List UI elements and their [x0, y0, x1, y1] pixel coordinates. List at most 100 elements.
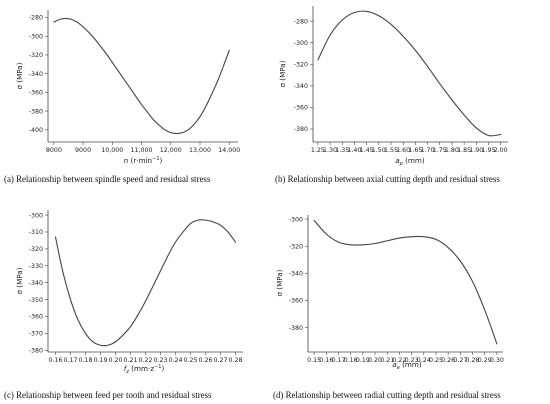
x-tick-label: 0.24: [417, 357, 431, 364]
panel-caption: (b) Relationship between axial cutting d…: [275, 174, 500, 184]
x-tick-label: 0.26: [441, 357, 455, 364]
x-tick-label: 0.19: [93, 357, 107, 364]
series-line-1: [54, 219, 237, 347]
x-tick-label: 1.45: [360, 147, 374, 154]
x-tick-label: 8000: [46, 147, 62, 154]
x-tick-label: 0.16: [48, 357, 62, 364]
y-tick-label: -380: [29, 108, 43, 115]
x-tick-label: 11,000: [131, 147, 153, 154]
series-line-1: [317, 10, 502, 137]
x-tick-label: 0.22: [392, 357, 406, 364]
series-line-1: [53, 17, 230, 135]
y-tick-label: -350: [29, 297, 43, 304]
y-tick-label: -360: [294, 105, 308, 112]
x-tick-label: 1.90: [469, 147, 483, 154]
y-axis-label: σ (MPa): [275, 269, 284, 296]
x-axis-label: n (r·min−1): [124, 156, 163, 165]
x-tick-label: 1.60: [396, 147, 410, 154]
y-tick-label: -320: [29, 52, 43, 59]
x-tick-label: 0.22: [138, 357, 152, 364]
x-tick-label: 0.29: [478, 357, 492, 364]
x-tick-label: 1.35: [335, 147, 349, 154]
x-tick-label: 14,000: [218, 147, 240, 154]
x-tick-label: 1.80: [445, 147, 459, 154]
x-tick-label: 0.18: [344, 357, 358, 364]
x-tick-label: 0.25: [183, 357, 197, 364]
x-tick-label: 1.95: [481, 147, 495, 154]
x-tick-label: 9000: [75, 147, 91, 154]
x-tick-label: 0.20: [108, 357, 122, 364]
x-tick-label: 10,000: [101, 147, 123, 154]
y-tick-label: -340: [294, 83, 308, 90]
x-tick-label: 0.17: [331, 357, 345, 364]
y-tick-label: -360: [289, 298, 303, 305]
y-tick-label: -300: [29, 33, 43, 40]
y-tick-label: -400: [29, 127, 43, 134]
x-tick-label: 12,000: [160, 147, 182, 154]
y-tick-label: -320: [289, 243, 303, 250]
y-tick-label: -320: [294, 61, 308, 68]
chart-panel-3: 0.16 0.17 0.18 0.19 0.20 0.21 0.22 0.23 0.24 0.25…: [4, 210, 243, 400]
x-tick-label: 1.70: [421, 147, 435, 154]
x-tick-label: 1.30: [323, 147, 337, 154]
x-tick-label: 0.21: [123, 357, 137, 364]
y-tick-label: -380: [289, 325, 303, 332]
x-tick-label: 0.25: [429, 357, 443, 364]
x-tick-label: 0.27: [213, 357, 227, 364]
y-axis-label: σ (MPa): [15, 267, 24, 294]
y-tick-label: -360: [29, 90, 43, 97]
x-tick-label: 0.21: [380, 357, 394, 364]
panel-caption: (d) Relationship between radial cutting …: [273, 390, 501, 400]
x-tick-label: 0.28: [466, 357, 480, 364]
x-tick-label: 1.40: [347, 147, 361, 154]
y-tick-label: -300: [289, 216, 303, 223]
x-tick-label: 0.26: [198, 357, 212, 364]
y-tick-label: -340: [289, 271, 303, 278]
y-tick-label: -300: [294, 40, 308, 47]
x-tick-label: 0.23: [153, 357, 167, 364]
x-tick-label: 0.17: [63, 357, 77, 364]
y-tick-label: -380: [29, 348, 43, 355]
chart-panel-2: 1.251.301.351.401.451.501.551.601.651.70…: [275, 6, 508, 184]
chart-panel-1: 8000 9000 10,000 11,000 12,000 13,000 14,000 -4…: [4, 10, 240, 184]
panel-caption: (a) Relationship between spindle speed a…: [4, 174, 211, 184]
x-tick-label: 0.16: [319, 357, 333, 364]
chart-panel-4: 0.150.160.170.180.190.200.210.220.230.24…: [273, 215, 504, 400]
x-tick-label: 1.85: [457, 147, 471, 154]
y-tick-label: -340: [29, 71, 43, 78]
y-axis-label: σ (MPa): [15, 62, 24, 89]
x-tick-label: 0.18: [78, 357, 92, 364]
x-tick-label: 0.27: [453, 357, 467, 364]
x-tick-label: 0.15: [307, 357, 321, 364]
x-tick-label: 0.20: [368, 357, 382, 364]
y-tick-label: -340: [29, 280, 43, 287]
y-tick-label: -370: [29, 331, 43, 338]
x-axis-label: ap (mm): [395, 156, 425, 167]
y-tick-label: -380: [294, 126, 308, 133]
x-tick-label: 1.65: [408, 147, 422, 154]
y-tick-label: -360: [29, 314, 43, 321]
y-tick-label: -280: [294, 18, 308, 25]
x-axis-label: fz (mm·z−1): [124, 364, 165, 375]
x-tick-label: 0.24: [168, 357, 182, 364]
series-line-1: [313, 219, 498, 345]
x-tick-label: 0.23: [405, 357, 419, 364]
y-axis-label: σ (MPa): [278, 60, 287, 87]
y-tick-label: -330: [29, 263, 43, 270]
x-tick-label: 0.19: [356, 357, 370, 364]
x-axis-label: ae (mm): [392, 360, 422, 371]
x-tick-label: 1.75: [433, 147, 447, 154]
x-tick-label: 1.50: [372, 147, 386, 154]
x-tick-label: 13,000: [189, 147, 211, 154]
y-tick-label: -320: [29, 246, 43, 253]
x-tick-label: 1.55: [384, 147, 398, 154]
y-tick-label: -300: [29, 212, 43, 219]
x-tick-label: 0.28: [228, 357, 242, 364]
x-tick-label: 1.25: [311, 147, 325, 154]
y-tick-label: -280: [29, 15, 43, 22]
x-tick-label: 2.00: [494, 147, 508, 154]
y-tick-label: -310: [29, 229, 43, 236]
x-tick-label: 0.30: [490, 357, 504, 364]
panel-caption: (c) Relationship between feed per tooth …: [4, 390, 212, 400]
